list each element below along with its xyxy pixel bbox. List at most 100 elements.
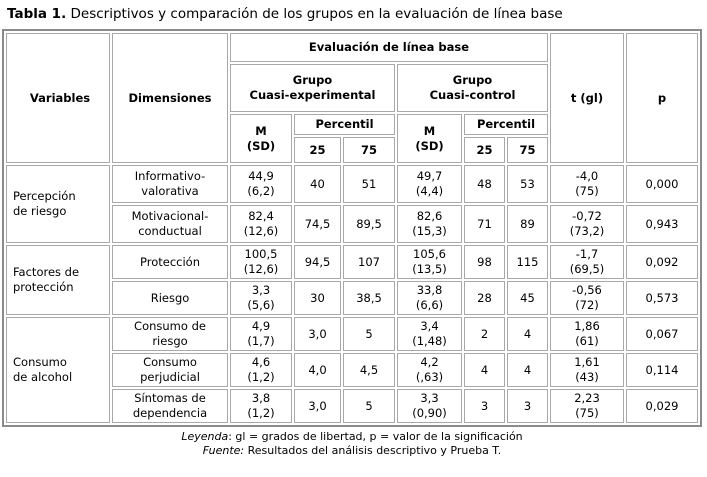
exp-p75-cell: 5 (343, 389, 395, 423)
exp-p25-cell: 4,0 (294, 353, 341, 387)
ctrl-m-sd-cell: 3,4 (1,48) (397, 317, 462, 351)
header-exp-percentil: Percentil (294, 114, 395, 135)
p-cell: 0,943 (626, 205, 698, 243)
header-dimensiones: Dimensiones (112, 33, 228, 163)
exp-m-sd-cell: 3,8 (1,2) (230, 389, 292, 423)
p-cell: 0,029 (626, 389, 698, 423)
t-gl-cell: -1,7 (69,5) (550, 245, 624, 279)
t-gl-cell: 2,23 (75) (550, 389, 624, 423)
ctrl-p25-cell: 98 (464, 245, 505, 279)
exp-m-sd-cell: 100,5 (12,6) (230, 245, 292, 279)
dimension-cell: Riesgo (112, 281, 228, 315)
header-ctrl-percentil: Percentil (464, 114, 548, 135)
exp-m-sd-cell: 4,9 (1,7) (230, 317, 292, 351)
exp-p25-cell: 3,0 (294, 389, 341, 423)
dimension-cell: Protección (112, 245, 228, 279)
header-grupo-control: Grupo Cuasi-control (397, 64, 548, 112)
ctrl-m-sd-cell: 105,6 (13,5) (397, 245, 462, 279)
ctrl-m-sd-cell: 33,8 (6,6) (397, 281, 462, 315)
footnote-fuente-label: Fuente: (202, 444, 245, 458)
variable-cell: Percepción de riesgo (6, 165, 110, 243)
footnote-leyenda-text: : gl = grados de libertad, p = valor de … (228, 430, 523, 443)
table-row: Consumo de alcohol Consumo de riesgo 4,9… (6, 317, 698, 423)
ctrl-p75-cell: 3 (507, 389, 548, 423)
dimension-cell: Consumo de riesgo (112, 317, 228, 351)
ctrl-m-sd-cell: 49,7 (4,4) (397, 165, 462, 203)
t-gl-cell: -0,72 (73,2) (550, 205, 624, 243)
dimension-cell: Consumo perjudicial (112, 353, 228, 387)
ctrl-p25-cell: 4 (464, 353, 505, 387)
ctrl-m-sd-cell: 4,2 (,63) (397, 353, 462, 387)
exp-p75-cell: 107 (343, 245, 395, 279)
p-cell: 0,000 (626, 165, 698, 203)
exp-p25-cell: 40 (294, 165, 341, 203)
table-title-text: Descriptivos y comparación de los grupos… (66, 6, 563, 22)
header-row-3: M (SD) Percentil M (SD) Percentil (6, 114, 698, 163)
header-exp-p25: 25 (294, 137, 341, 163)
stats-table: Variables Dimensiones Evaluación de líne… (2, 29, 702, 427)
footnote-fuente: Fuente: Resultados del análisis descript… (0, 444, 704, 458)
exp-p25-cell: 74,5 (294, 205, 341, 243)
header-ctrl-m-sd: M (SD) (397, 114, 462, 163)
table-footnotes: Leyenda: gl = grados de libertad, p = va… (0, 430, 704, 459)
header-exp-m-sd: M (SD) (230, 114, 292, 163)
ctrl-p25-cell: 2 (464, 317, 505, 351)
exp-p75-cell: 38,5 (343, 281, 395, 315)
footnote-leyenda: Leyenda: gl = grados de libertad, p = va… (0, 430, 704, 444)
p-cell: 0,092 (626, 245, 698, 279)
t-gl-cell: -0,56 (72) (550, 281, 624, 315)
footnote-fuente-text: Resultados del análisis descriptivo y Pr… (244, 444, 502, 458)
ctrl-p25-cell: 71 (464, 205, 505, 243)
header-p: p (626, 33, 698, 163)
ctrl-m-sd-cell: 82,6 (15,3) (397, 205, 462, 243)
table-row: Motivacional- conductual 82,4 (12,6) 74,… (6, 205, 698, 243)
header-row-2: Grupo Cuasi-experimental Grupo Cuasi-con… (6, 64, 698, 112)
dimension-cell: Informativo- valorativa (112, 165, 228, 203)
ctrl-p75-cell: 4 (507, 353, 548, 387)
table-title: Tabla 1. Descriptivos y comparación de l… (0, 0, 707, 29)
exp-p75-cell: 51 (343, 165, 395, 203)
exp-p75-cell: 4,5 (343, 353, 395, 387)
ctrl-p75-cell: 115 (507, 245, 548, 279)
header-exp-p75: 75 (343, 137, 395, 163)
header-row-1: Variables Dimensiones Evaluación de líne… (6, 33, 698, 163)
ctrl-p75-cell: 89 (507, 205, 548, 243)
variable-cell: Consumo de alcohol (6, 317, 110, 423)
exp-m-sd-cell: 82,4 (12,6) (230, 205, 292, 243)
exp-p25-cell: 30 (294, 281, 341, 315)
ctrl-m-sd-cell: 3,3 (0,90) (397, 389, 462, 423)
exp-p25-cell: 3,0 (294, 317, 341, 351)
exp-m-sd-cell: 4,6 (1,2) (230, 353, 292, 387)
exp-m-sd-cell: 44,9 (6,2) (230, 165, 292, 203)
ctrl-p25-cell: 48 (464, 165, 505, 203)
header-variables: Variables (6, 33, 110, 163)
t-gl-cell: -4,0 (75) (550, 165, 624, 203)
p-cell: 0,573 (626, 281, 698, 315)
table-row: Percepción de riesgo Informativo- valora… (6, 165, 698, 243)
ctrl-p75-cell: 53 (507, 165, 548, 203)
table-title-label: Tabla 1. (7, 6, 67, 22)
variable-cell: Factores de protección (6, 245, 110, 315)
t-gl-cell: 1,61 (43) (550, 353, 624, 387)
footnote-leyenda-label: Leyenda (181, 430, 229, 443)
ctrl-p75-cell: 4 (507, 317, 548, 351)
table-row: Síntomas de dependencia 3,8 (1,2) 3,0 5 … (6, 389, 698, 423)
ctrl-p25-cell: 28 (464, 281, 505, 315)
t-gl-cell: 1,86 (61) (550, 317, 624, 351)
p-cell: 0,114 (626, 353, 698, 387)
ctrl-p75-cell: 45 (507, 281, 548, 315)
header-ctrl-p75: 75 (507, 137, 548, 163)
header-t-gl: t (gl) (550, 33, 624, 163)
dimension-cell: Motivacional- conductual (112, 205, 228, 243)
ctrl-p25-cell: 3 (464, 389, 505, 423)
p-cell: 0,067 (626, 317, 698, 351)
header-grupo-experimental: Grupo Cuasi-experimental (230, 64, 395, 112)
exp-p25-cell: 94,5 (294, 245, 341, 279)
table-row: Factores de protección Protección 100,5 … (6, 245, 698, 315)
table-row: Riesgo 3,3 (5,6) 30 38,5 33,8 (6,6) 28 4… (6, 281, 698, 315)
exp-p75-cell: 89,5 (343, 205, 395, 243)
table-row: Consumo perjudicial 4,6 (1,2) 4,0 4,5 4,… (6, 353, 698, 387)
dimension-cell: Síntomas de dependencia (112, 389, 228, 423)
exp-m-sd-cell: 3,3 (5,6) (230, 281, 292, 315)
